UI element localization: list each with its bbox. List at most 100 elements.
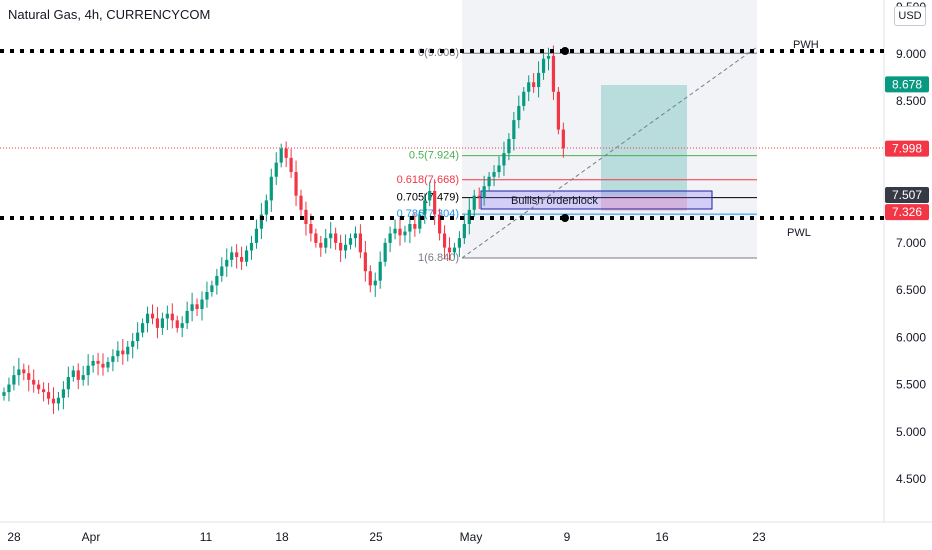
- candle-body: [368, 271, 372, 286]
- candle-body: [86, 365, 90, 376]
- candle-body: [477, 195, 481, 198]
- candle-body: [274, 162, 278, 177]
- candle-body: [457, 238, 461, 248]
- candle-body: [348, 238, 353, 245]
- candle-body: [111, 356, 115, 362]
- candle-body: [314, 233, 318, 243]
- candle-body: [61, 389, 65, 398]
- pwh-marker[interactable]: [561, 47, 569, 55]
- y-tick-label: 9.000: [896, 47, 926, 61]
- candle-body: [27, 373, 31, 380]
- candle-body: [324, 238, 328, 248]
- candle-body: [502, 153, 506, 166]
- currency-button[interactable]: USD: [894, 6, 926, 26]
- candle-body: [541, 58, 546, 73]
- candle-body: [91, 360, 95, 366]
- pwh-label: PWH: [793, 39, 819, 51]
- candle-body: [363, 252, 367, 272]
- candle-body: [546, 55, 551, 59]
- orderblock-label: Bullish orderblock: [511, 195, 598, 207]
- candle-body: [225, 259, 229, 267]
- candle-body: [393, 228, 397, 234]
- candle-body: [289, 157, 293, 173]
- candle-body: [264, 200, 268, 215]
- target-zone: [601, 85, 687, 195]
- candle-body: [418, 214, 422, 229]
- y-tick-label: 5.500: [896, 378, 926, 392]
- candle-body: [145, 313, 150, 324]
- price-label-badge: [885, 140, 929, 157]
- candle-body: [279, 148, 283, 163]
- candle-body: [175, 320, 179, 328]
- candle-body: [32, 379, 36, 385]
- candle-body: [126, 346, 130, 355]
- candle-body: [7, 384, 11, 393]
- candle-body: [487, 176, 491, 187]
- pwl-marker[interactable]: [561, 214, 569, 222]
- candle-body: [517, 105, 521, 121]
- candle-body: [467, 209, 471, 224]
- x-tick-label: 16: [655, 530, 669, 544]
- candle-body: [353, 233, 358, 239]
- candle-body: [561, 129, 565, 149]
- candle-body: [433, 190, 437, 215]
- candle-body: [185, 310, 189, 324]
- y-tick-label: 7.000: [896, 236, 926, 250]
- candle-body: [284, 148, 288, 158]
- fib-label: 0.705(7.479): [397, 192, 459, 204]
- candle-body: [269, 176, 273, 201]
- price-label-text: 7.998: [892, 142, 922, 156]
- candle-body: [309, 224, 313, 234]
- candle-body: [358, 233, 362, 253]
- candle-body: [254, 228, 259, 243]
- candle-body: [195, 304, 199, 309]
- candle-body: [17, 369, 21, 376]
- candle-body: [497, 165, 501, 173]
- candle-body: [408, 224, 412, 232]
- candle-body: [121, 350, 125, 355]
- candle-body: [413, 224, 417, 229]
- candle-body: [556, 91, 560, 130]
- candle-body: [101, 363, 105, 368]
- candle-body: [42, 389, 46, 393]
- chart-title: Natural Gas, 4h, CURRENCYCOM: [8, 7, 211, 22]
- x-tick-label: May: [460, 530, 483, 544]
- y-tick-label: 6.000: [896, 330, 926, 344]
- candle-body: [136, 332, 140, 342]
- x-tick-label: Apr: [82, 530, 101, 544]
- candle-body: [462, 224, 466, 239]
- candle-body: [66, 377, 70, 390]
- candle-body: [170, 313, 174, 321]
- y-tick-label: 6.500: [896, 283, 926, 297]
- x-tick-label: 23: [752, 530, 766, 544]
- candle-body: [141, 323, 145, 333]
- candle-body: [482, 186, 486, 198]
- candle-body: [532, 82, 536, 88]
- candle-body: [428, 190, 432, 201]
- candle-body: [150, 313, 155, 319]
- candle-body: [2, 392, 6, 396]
- stop-zone: [601, 195, 687, 211]
- candle-body: [46, 392, 51, 399]
- candle-body: [131, 341, 135, 347]
- time-axis[interactable]: 28 Apr 11 18 25 May 9 16 23: [7, 530, 766, 544]
- candle-body: [378, 261, 382, 281]
- fib-label: 0.5(7.924): [409, 150, 459, 162]
- candle-body: [294, 172, 298, 196]
- candle-body: [249, 242, 254, 251]
- candle-body: [512, 120, 516, 139]
- candle-body: [210, 285, 214, 292]
- trend-dashed-line: [461, 46, 758, 259]
- projection-box: [462, 0, 757, 258]
- candle-body: [343, 244, 348, 251]
- candle-body: [304, 209, 308, 224]
- fibonacci-levels: 0(9.008) 0.5(7.924) 0.618(7.668) 0.705(7.47…: [397, 47, 757, 264]
- x-tick-label: 11: [200, 530, 213, 544]
- candle-body: [51, 398, 56, 404]
- candle-body: [403, 231, 407, 236]
- price-label-badge: [885, 187, 929, 204]
- fib-label: 1(6.840): [418, 252, 459, 264]
- candle-body: [388, 233, 392, 243]
- candle-body: [339, 242, 343, 251]
